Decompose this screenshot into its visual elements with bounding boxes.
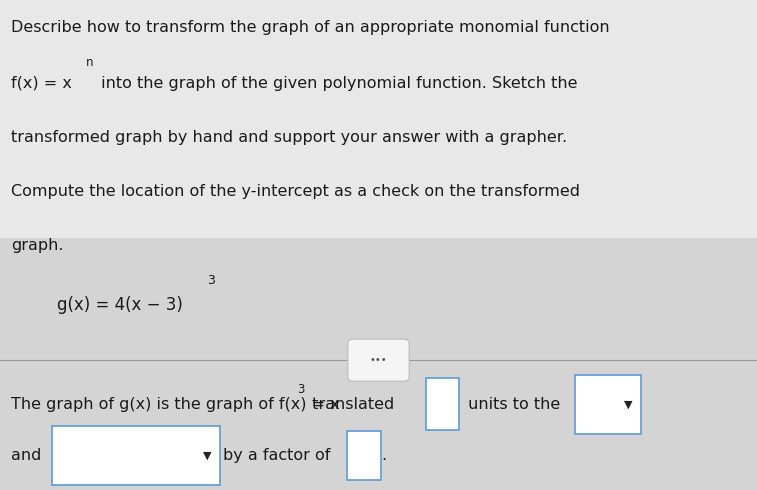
Text: units to the: units to the: [463, 397, 560, 412]
Text: g(x) = 4(x − 3): g(x) = 4(x − 3): [57, 296, 182, 315]
Text: •••: •••: [369, 355, 388, 365]
Text: The graph of g(x) is the graph of f(x) = x: The graph of g(x) is the graph of f(x) =…: [11, 397, 340, 412]
Text: Describe how to transform the graph of an appropriate monomial function: Describe how to transform the graph of a…: [11, 20, 610, 35]
Text: ▼: ▼: [203, 451, 211, 461]
Text: 3: 3: [297, 383, 304, 396]
Text: by a factor of: by a factor of: [223, 448, 331, 463]
Text: into the graph of the given polynomial function. Sketch the: into the graph of the given polynomial f…: [96, 76, 578, 91]
FancyBboxPatch shape: [575, 374, 641, 434]
Text: graph.: graph.: [11, 238, 64, 253]
Text: Compute the location of the y-intercept as a check on the transformed: Compute the location of the y-intercept …: [11, 184, 581, 199]
Text: f(x) = x: f(x) = x: [11, 76, 72, 91]
Text: ▼: ▼: [625, 399, 633, 409]
FancyBboxPatch shape: [347, 431, 381, 480]
Text: and: and: [11, 448, 42, 463]
FancyBboxPatch shape: [426, 378, 459, 430]
Text: 3: 3: [207, 274, 215, 288]
Text: transformed graph by hand and support your answer with a grapher.: transformed graph by hand and support yo…: [11, 130, 568, 145]
Text: n: n: [86, 56, 93, 70]
FancyBboxPatch shape: [0, 238, 757, 490]
FancyBboxPatch shape: [52, 426, 220, 485]
Text: translated: translated: [307, 397, 394, 412]
Text: .: .: [382, 448, 387, 463]
FancyBboxPatch shape: [348, 339, 409, 381]
